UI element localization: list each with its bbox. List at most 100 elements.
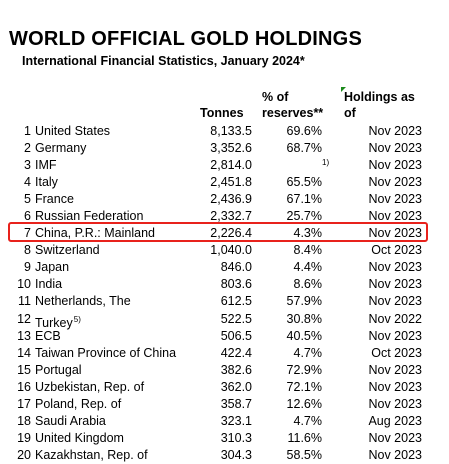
row-tonnes: 8,133.5 — [210, 124, 252, 138]
row-tonnes: 304.3 — [220, 447, 252, 462]
row-holdings-date: Nov 2023 — [368, 175, 422, 190]
row-holdings-date: Nov 2023 — [368, 396, 422, 411]
row-holdings-date: Nov 2023 — [368, 447, 422, 462]
row-country-name: Japan — [35, 260, 70, 275]
row-country-name: ECB — [35, 328, 61, 343]
row-percent-reserves: 67.1% — [286, 192, 322, 207]
table-row: 14 Taiwan Province of China 422.4 4.7% Oct 2… — [0, 345, 449, 362]
row-tonnes: 2,436.9 — [210, 192, 252, 207]
row-tonnes: 358.7 — [220, 396, 252, 411]
row-holdings-date: Nov 2023 — [368, 158, 422, 173]
row-rank: 10 — [17, 277, 31, 292]
row-percent-reserves: 40.5% — [286, 328, 322, 343]
row-country-name: Poland, Rep. of — [35, 396, 122, 411]
table-row: 19 United Kingdom 310.3 11.6% Nov 2023 — [0, 430, 449, 447]
table-row: 8 Switzerland 1,040.0 8.4% Oct 2023 — [0, 242, 449, 259]
row-rank: 12 — [17, 311, 31, 326]
row-percent-reserves: 68.7% — [286, 141, 322, 156]
row-percent-reserves: 65.5% — [286, 175, 322, 190]
row-holdings-date: Nov 2023 — [368, 328, 422, 343]
row-tonnes: 2,332.7 — [210, 209, 252, 224]
highlight-box-china — [8, 222, 428, 242]
row-percent-reserves: 30.8% — [286, 311, 322, 326]
row-tonnes: 2,226.4 — [210, 226, 252, 241]
row-country-name: Switzerland — [35, 243, 100, 258]
row-percent-reserves: 4.4% — [293, 260, 323, 275]
table-row: 5 France 2,436.9 67.1% Nov 2023 — [0, 191, 449, 208]
row-rank: 19 — [17, 430, 31, 445]
row-holdings-date: Nov 2023 — [368, 379, 422, 394]
row-percent-reserves: 72.1% — [286, 379, 322, 394]
row-country-name: United Kingdom — [35, 430, 124, 445]
row-rank: 1 — [24, 124, 31, 138]
row-country-name: Uzbekistan, Rep. of — [35, 379, 145, 394]
row-country-name: Netherlands, The — [35, 294, 131, 309]
row-country-name: Russian Federation — [35, 209, 144, 224]
row-percent-reserves: 12.6% — [286, 396, 322, 411]
row-holdings-date: Nov 2023 — [368, 226, 422, 241]
table-row: 12 Turkey5) 522.5 30.8% Nov 2022 — [0, 311, 449, 330]
footnote-marker: 1) — [322, 158, 330, 168]
row-holdings-date: Nov 2023 — [368, 192, 422, 207]
row-holdings-date: Nov 2023 — [368, 124, 422, 138]
table-row: 6 Russian Federation 2,332.7 25.7% Nov 2023 — [0, 208, 449, 225]
row-percent-reserves: 58.5% — [286, 447, 322, 462]
cell-comment-marker-icon — [341, 87, 346, 92]
row-country-name: Kazakhstan, Rep. of — [35, 447, 148, 462]
row-holdings-date: Aug 2023 — [368, 413, 422, 428]
table-row: 2 Germany 3,352.6 68.7% Nov 2023 — [0, 140, 449, 157]
row-rank: 4 — [24, 175, 31, 190]
table-row: 4 Italy 2,451.8 65.5% Nov 2023 — [0, 174, 449, 191]
row-tonnes: 323.1 — [220, 413, 252, 428]
row-tonnes: 506.5 — [220, 328, 252, 343]
row-percent-reserves: 57.9% — [286, 294, 322, 309]
row-rank: 11 — [18, 294, 31, 309]
row-country-name: IMF — [35, 158, 57, 173]
table-row: 13 ECB 506.5 40.5% Nov 2023 — [0, 328, 449, 345]
table-row: 1 United States 8,133.5 69.6% Nov 2023 — [0, 123, 449, 140]
row-tonnes: 522.5 — [220, 311, 252, 326]
row-holdings-date: Oct 2023 — [371, 243, 422, 258]
row-holdings-date: Nov 2023 — [368, 362, 422, 377]
row-tonnes: 422.4 — [220, 345, 252, 360]
row-country-name: France — [35, 192, 74, 207]
table-row: 20 Kazakhstan, Rep. of 304.3 58.5% Nov 2023 — [0, 447, 449, 464]
table-row: 15 Portugal 382.6 72.9% Nov 2023 — [0, 362, 449, 379]
column-header-pct-line1: % of — [262, 90, 289, 104]
row-percent-reserves: 25.7% — [286, 209, 322, 224]
row-rank: 17 — [17, 396, 31, 411]
row-rank: 20 — [17, 447, 31, 462]
row-rank: 13 — [17, 328, 31, 343]
row-country-name: Germany — [35, 141, 87, 156]
row-tonnes: 2,451.8 — [210, 175, 252, 190]
row-rank: 16 — [17, 379, 31, 394]
row-rank: 8 — [24, 243, 31, 258]
row-holdings-date: Nov 2023 — [368, 141, 422, 156]
column-header-holdings-line1: Holdings as — [344, 90, 415, 104]
footnote-marker: 5) — [73, 314, 81, 324]
row-holdings-date: Nov 2023 — [368, 430, 422, 445]
row-country-name: Taiwan Province of China — [35, 345, 177, 360]
row-rank: 6 — [24, 209, 31, 224]
row-holdings-date: Oct 2023 — [371, 345, 422, 360]
row-tonnes: 382.6 — [220, 362, 252, 377]
row-rank: 3 — [24, 158, 31, 173]
row-percent-reserves: 4.3% — [293, 226, 323, 241]
row-holdings-date: Nov 2023 — [368, 277, 422, 292]
row-country-name: Portugal — [35, 362, 82, 377]
row-tonnes: 3,352.6 — [210, 141, 252, 156]
row-tonnes: 803.6 — [220, 277, 252, 292]
table-row: 7 China, P.R.: Mainland 2,226.4 4.3% Nov 202… — [0, 225, 449, 242]
row-tonnes: 2,814.0 — [210, 158, 252, 173]
row-holdings-date: Nov 2023 — [368, 209, 422, 224]
row-tonnes: 310.3 — [220, 430, 252, 445]
row-rank: 9 — [24, 260, 31, 275]
table-row: 10 India 803.6 8.6% Nov 2023 — [0, 276, 449, 293]
row-tonnes: 612.5 — [220, 294, 252, 309]
row-country-name: India — [35, 277, 63, 292]
row-percent-reserves: 8.4% — [293, 243, 323, 258]
row-holdings-date: Nov 2023 — [368, 294, 422, 309]
row-country-name: China, P.R.: Mainland — [35, 226, 155, 241]
row-percent-reserves: 4.7% — [293, 345, 323, 360]
row-rank: 14 — [17, 345, 31, 360]
